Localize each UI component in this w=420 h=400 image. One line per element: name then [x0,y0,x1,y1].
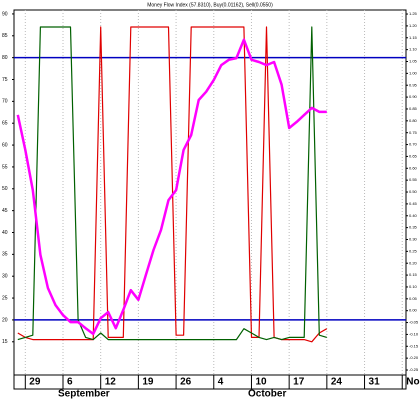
y2-tick-label: 1.15 [409,35,418,40]
y2-tick-label: 0.20 [409,260,418,265]
y2-tick-label: 0.55 [409,177,418,182]
y-tick-label: 45 [2,208,8,214]
y2-tick-label: 0.75 [409,130,418,135]
chart-title: Money Flow Index (57.8310), Buy(0.01162)… [147,2,273,8]
y-tick-label: 90 [2,11,8,17]
y-tick-label: 50 [2,186,8,192]
y2-tick-label: -0.05 [409,320,419,325]
y-tick-label: 30 [2,274,8,280]
y-tick-label: 25 [2,295,8,301]
y2-tick-label: 0.40 [409,213,418,218]
y2-tick-label: 0.10 [409,284,418,289]
x-tick-label: 4 [218,377,224,388]
y2-tick-label: 0.15 [409,272,418,277]
month-label: September [58,389,110,400]
y2-tick-label: 0.25 [409,248,418,253]
y-tick-label: 70 [2,99,8,105]
y-tick-label: 80 [2,55,8,61]
y2-tick-label: 1.20 [409,23,418,28]
y2-tick-label: 0.50 [409,189,418,194]
y-tick-label: 20 [2,317,8,323]
y2-tick-label: 0.85 [409,106,418,111]
month-label: October [248,389,286,400]
x-tick-label: 10 [255,377,267,388]
y2-tick-label: 0.65 [409,153,418,158]
x-tick-label: 29 [29,377,41,388]
y2-tick-label: 1.00 [409,70,418,75]
y2-tick-label: 0.00 [409,308,418,313]
y-tick-label: 65 [2,121,8,127]
x-tick-label: 12 [105,377,117,388]
y-tick-label: 85 [2,33,8,39]
y2-tick-label: 0.80 [409,118,418,123]
y-tick-label: 75 [2,77,8,83]
y2-tick-label: -0.15 [409,343,419,348]
x-tick-label: 24 [331,377,343,388]
y-tick-label: 40 [2,230,8,236]
x-tick-label: 6 [67,377,73,388]
series-line [16,38,327,336]
y-tick-label: 15 [2,339,8,345]
y2-tick-label: -0.25 [409,367,419,372]
y2-tick-label: 0.95 [409,82,418,87]
y-tick-label: 60 [2,142,8,148]
y2-tick-label: 0.30 [409,237,418,242]
y2-tick-label: 1.25 [409,11,418,16]
x-axis-band [13,374,407,390]
series-line [17,26,327,341]
x-tick-label: 26 [180,377,192,388]
y2-tick-label: 0.60 [409,165,418,170]
y2-tick-label: 0.45 [409,201,418,206]
y2-tick-label: 0.70 [409,142,418,147]
x-tick-label: 31 [369,377,381,388]
y2-tick-label: 1.05 [409,59,418,64]
y2-tick-label: 1.10 [409,47,418,52]
y-tick-label: 35 [2,252,8,258]
y2-tick-label: -0.10 [409,331,419,336]
x-tick-label: No [406,377,419,388]
x-tick-label: 19 [142,377,154,388]
x-tick-label: 17 [293,377,305,388]
y2-tick-label: 0.05 [409,296,418,301]
y-tick-label: 55 [2,164,8,170]
y2-tick-label: 0.90 [409,94,418,99]
y2-tick-label: -0.20 [409,355,419,360]
y2-tick-label: 0.35 [409,225,418,230]
